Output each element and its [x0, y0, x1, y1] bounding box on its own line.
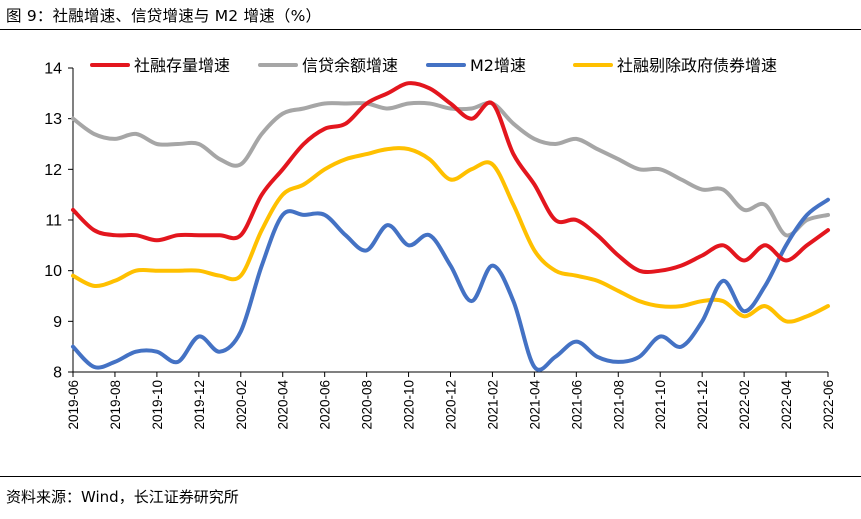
- x-tick-label: 2022-02: [737, 380, 752, 430]
- top-rule: [0, 29, 861, 30]
- y-tick-label: 12: [44, 162, 62, 179]
- x-tick-label: 2020-12: [444, 380, 459, 430]
- x-tick-label: 2020-08: [360, 380, 375, 430]
- x-tick-label: 2019-06: [66, 380, 81, 430]
- y-tick-label: 14: [44, 61, 62, 78]
- legend-label-4: 社融剔除政府债券增速: [617, 56, 777, 75]
- legend-label-3: M2增速: [470, 56, 526, 75]
- bottom-rule: [0, 476, 861, 477]
- y-tick-label: 9: [53, 314, 62, 331]
- x-tick-label: 2021-02: [485, 380, 500, 430]
- legend-label-2: 信贷余额增速: [302, 56, 398, 75]
- source-note: 资料来源：Wind，长江证券研究所: [6, 488, 239, 506]
- series-line-4: [71, 146, 830, 324]
- line-chart: 8 9 10 11 12 13 14 2019-06 2019-08 2019-10 2019-12…: [44, 56, 836, 430]
- x-tick-label: 2021-08: [611, 380, 626, 430]
- y-tick-label: 8: [53, 365, 62, 382]
- x-tick-label: 2019-08: [108, 380, 123, 430]
- x-tick-label: 2022-04: [779, 380, 794, 430]
- y-tick-label: 13: [44, 111, 62, 128]
- x-tick-label: 2020-04: [276, 380, 291, 430]
- x-tick-label: 2021-12: [695, 380, 710, 430]
- y-tick-label: 11: [45, 213, 62, 230]
- x-tick-label: 2022-06: [821, 380, 836, 430]
- series-line-2: [71, 100, 830, 238]
- x-tick-label: 2020-06: [318, 380, 333, 430]
- x-tick-label: 2020-10: [402, 380, 417, 430]
- x-tick-label: 2021-04: [527, 380, 542, 430]
- x-tick-label: 2021-10: [653, 380, 668, 430]
- x-tick-label: 2019-10: [150, 380, 165, 430]
- x-tick-label: 2021-06: [569, 380, 584, 430]
- x-tick-label: 2019-12: [192, 380, 207, 430]
- series-line-3: [71, 197, 830, 372]
- series-line-1: [71, 81, 830, 275]
- y-tick-label: 10: [44, 263, 62, 280]
- x-tick-label: 2020-02: [234, 380, 249, 430]
- chart-title: 图 9：社融增速、信贷增速与 M2 增速（%）: [6, 7, 322, 25]
- legend-label-1: 社融存量增速: [134, 56, 230, 75]
